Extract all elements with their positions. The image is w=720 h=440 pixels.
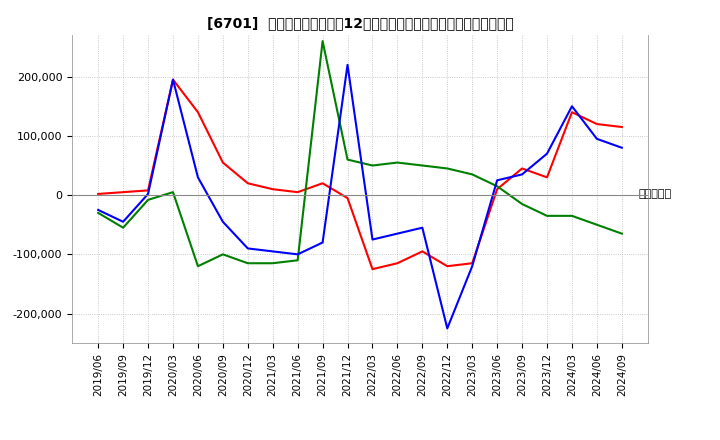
営業CF	[468, 260, 477, 266]
投資CF	[318, 38, 327, 44]
投資CF	[219, 252, 228, 257]
投資CF	[119, 225, 127, 231]
フリーCF	[119, 219, 127, 224]
営業CF	[492, 187, 501, 192]
投資CF	[168, 190, 177, 195]
投資CF	[293, 258, 302, 263]
営業CF	[418, 249, 427, 254]
営業CF	[144, 188, 153, 193]
フリーCF	[343, 62, 352, 67]
営業CF	[593, 121, 601, 127]
営業CF	[243, 181, 252, 186]
フリーCF	[243, 246, 252, 251]
Line: 営業CF: 営業CF	[98, 80, 622, 269]
Y-axis label: （百万円）: （百万円）	[639, 189, 672, 199]
営業CF	[368, 267, 377, 272]
フリーCF	[543, 151, 552, 156]
フリーCF	[593, 136, 601, 142]
投資CF	[468, 172, 477, 177]
営業CF	[343, 195, 352, 201]
フリーCF	[144, 191, 153, 197]
営業CF	[94, 191, 102, 197]
フリーCF	[269, 249, 277, 254]
フリーCF	[468, 264, 477, 269]
投資CF	[418, 163, 427, 168]
営業CF	[194, 110, 202, 115]
投資CF	[543, 213, 552, 219]
投資CF	[368, 163, 377, 168]
営業CF	[269, 187, 277, 192]
投資CF	[144, 197, 153, 202]
フリーCF	[194, 175, 202, 180]
Title: [6701]  キャッシュフローの12か月移動合計の対前年同期増減額の推移: [6701] キャッシュフローの12か月移動合計の対前年同期増減額の推移	[207, 16, 513, 30]
フリーCF	[168, 77, 177, 82]
投資CF	[518, 202, 526, 207]
フリーCF	[518, 172, 526, 177]
営業CF	[168, 77, 177, 82]
投資CF	[243, 260, 252, 266]
投資CF	[393, 160, 402, 165]
投資CF	[618, 231, 626, 236]
フリーCF	[393, 231, 402, 236]
フリーCF	[94, 207, 102, 213]
投資CF	[593, 222, 601, 227]
フリーCF	[618, 145, 626, 150]
投資CF	[269, 260, 277, 266]
Line: フリーCF: フリーCF	[98, 65, 622, 328]
フリーCF	[368, 237, 377, 242]
フリーCF	[219, 219, 228, 224]
営業CF	[518, 166, 526, 171]
投資CF	[343, 157, 352, 162]
営業CF	[567, 110, 576, 115]
営業CF	[618, 125, 626, 130]
フリーCF	[418, 225, 427, 231]
営業CF	[119, 190, 127, 195]
営業CF	[219, 160, 228, 165]
投資CF	[492, 183, 501, 189]
投資CF	[94, 210, 102, 216]
営業CF	[443, 264, 451, 269]
フリーCF	[293, 252, 302, 257]
営業CF	[543, 175, 552, 180]
フリーCF	[443, 326, 451, 331]
営業CF	[293, 190, 302, 195]
投資CF	[194, 264, 202, 269]
フリーCF	[492, 178, 501, 183]
Line: 投資CF: 投資CF	[98, 41, 622, 266]
営業CF	[393, 260, 402, 266]
営業CF	[318, 181, 327, 186]
フリーCF	[567, 104, 576, 109]
フリーCF	[318, 240, 327, 245]
投資CF	[567, 213, 576, 219]
投資CF	[443, 166, 451, 171]
